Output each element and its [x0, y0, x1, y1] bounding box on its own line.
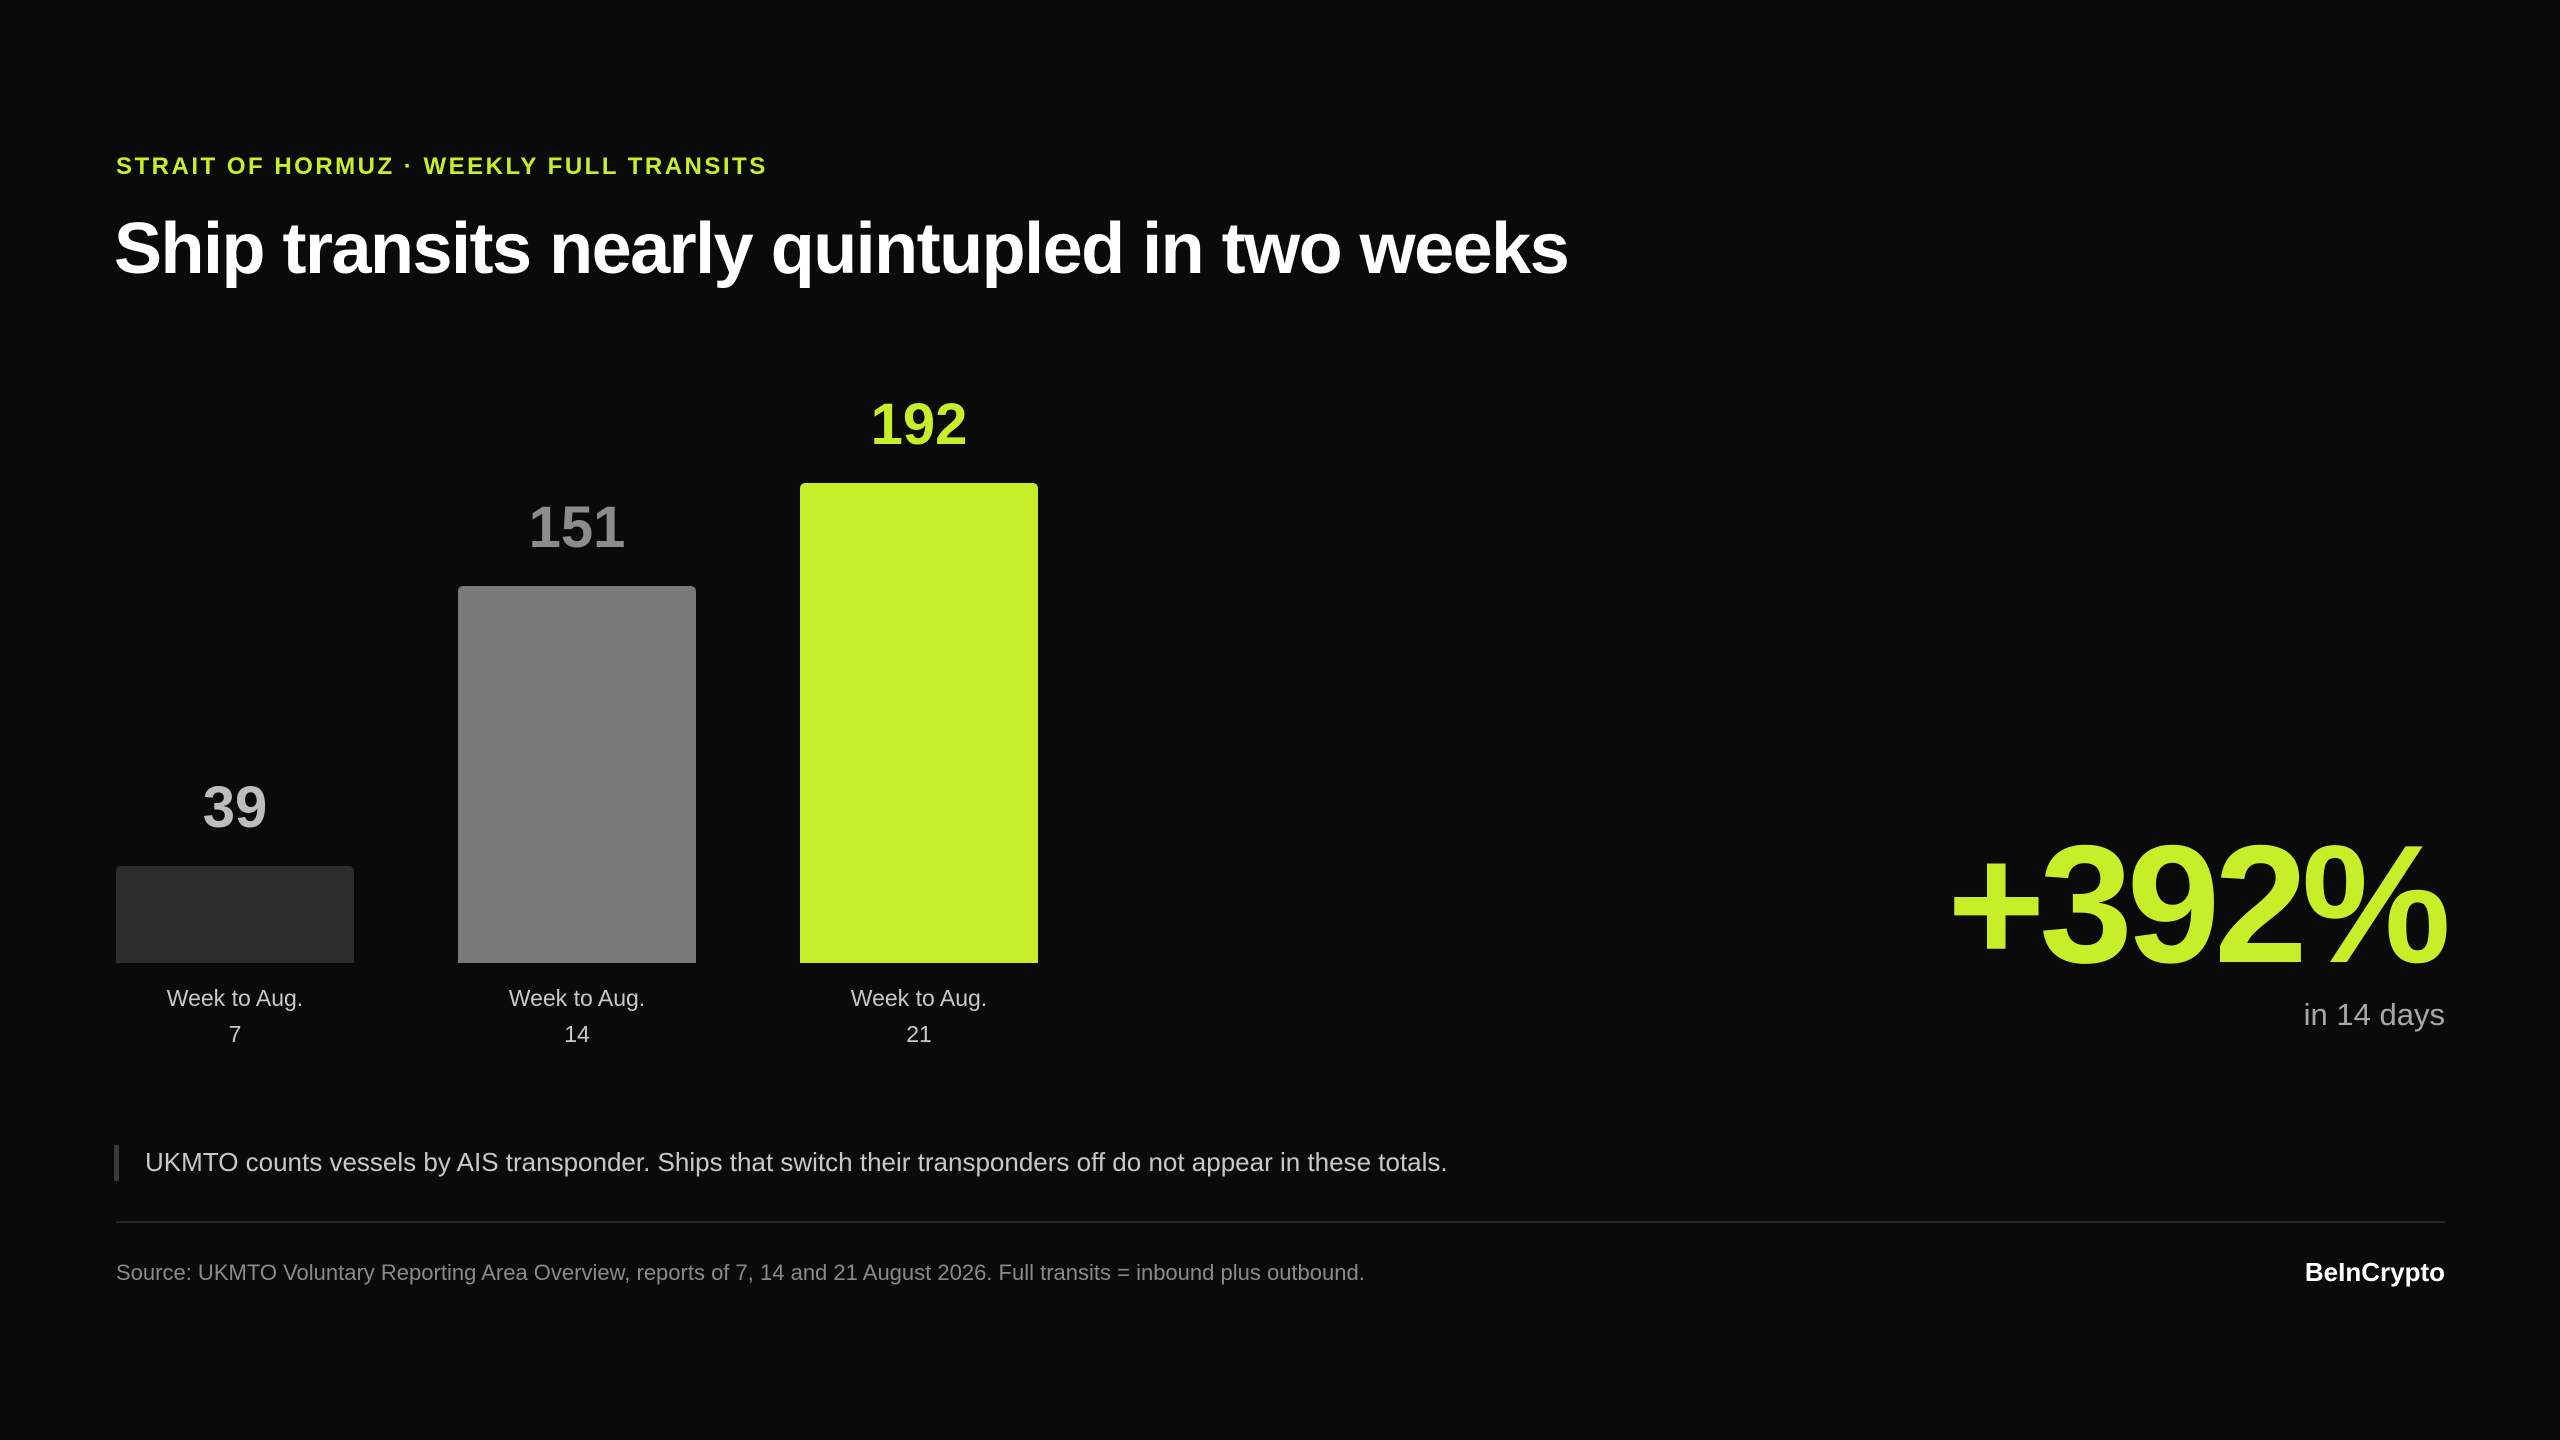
source: Source: UKMTO Voluntary Reporting Area O… [116, 1260, 1365, 1285]
note: UKMTO counts vessels by AIS transponder.… [145, 1147, 1448, 1177]
bar [458, 585, 696, 963]
callout-caption: in 14 days [2303, 997, 2445, 1032]
x-tick-label: Week to Aug. 14 [508, 985, 646, 1047]
brand: BeInCrypto [2304, 1257, 2445, 1287]
bar [800, 483, 1038, 963]
kicker: STRAIT OF HORMUZ · WEEKLY FULL TRANSITS [116, 153, 768, 180]
value-label: 151 [528, 494, 626, 560]
value-label: 39 [202, 774, 268, 840]
divider [116, 1221, 2445, 1223]
callout: +392% [1947, 810, 2451, 998]
value-label: 192 [870, 392, 968, 457]
chart-title: Ship transits nearly quintupled in two w… [114, 209, 1570, 289]
x-tick-label: Week to Aug. 21 [850, 985, 988, 1047]
x-tick-label: Week to Aug. 7 [166, 985, 304, 1047]
note-accent [114, 1145, 119, 1181]
bar [116, 865, 354, 963]
